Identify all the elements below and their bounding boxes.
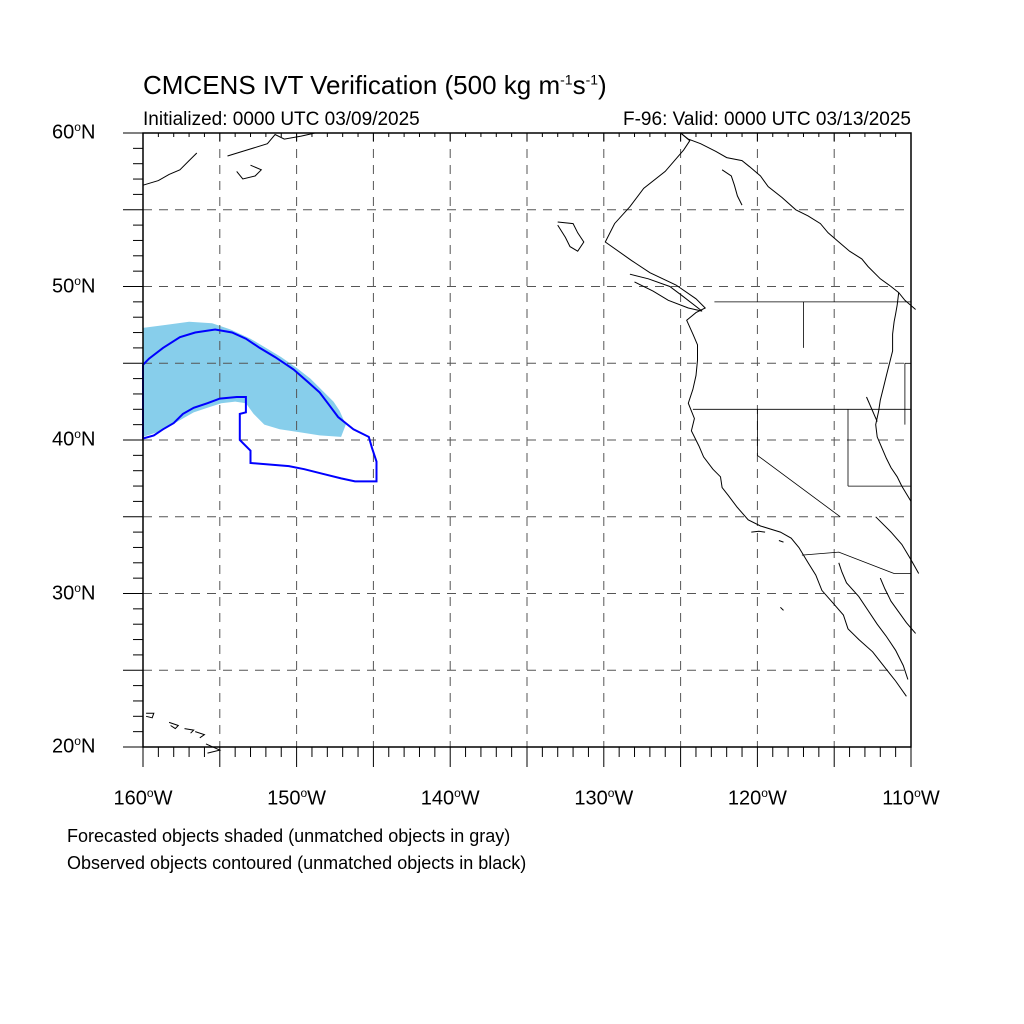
political-borders	[692, 301, 911, 574]
title-sup2: -1	[585, 71, 599, 88]
title-mid: s	[572, 70, 586, 100]
island-outline	[145, 712, 155, 719]
lat-label: 30oN	[52, 580, 96, 605]
island-outline	[751, 530, 766, 533]
observed-objects	[142, 328, 378, 483]
coastline-segment	[680, 132, 916, 310]
island-outline	[205, 743, 222, 754]
lat-label: 50oN	[52, 273, 96, 298]
lon-label: 130oW	[574, 786, 634, 810]
lon-label: 120oW	[727, 786, 787, 810]
title-end: )	[598, 70, 607, 100]
island-outline	[195, 731, 206, 739]
island-outline	[780, 606, 784, 611]
island-outline	[168, 721, 180, 730]
lon-label: 110oW	[882, 786, 940, 810]
title-sup1: -1	[560, 71, 573, 88]
west-coastline	[604, 132, 907, 697]
coastline-segment	[879, 577, 916, 634]
coastlines	[142, 132, 920, 754]
initialized-label: Initialized: 0000 UTC 03/09/2025	[143, 109, 420, 130]
lon-label: 140oW	[420, 786, 480, 810]
coastline-segment	[875, 292, 912, 502]
island-outline	[142, 152, 198, 186]
coastline-segment	[875, 516, 920, 574]
map-gridlines	[143, 133, 911, 747]
chart-title: CMCENS IVT Verification (500 kg m-1s-1)	[143, 70, 607, 101]
border-line	[801, 551, 911, 574]
island-outline	[778, 540, 784, 543]
island-outline	[557, 221, 585, 252]
lat-label: 60oN	[52, 120, 96, 144]
title-main: CMCENS IVT Verification (500 kg m	[143, 70, 561, 100]
island-outline	[227, 132, 316, 157]
lat-label: 20oN	[52, 734, 96, 758]
legend-forecast: Forecasted objects shaded (unmatched obj…	[67, 826, 511, 846]
border-line	[757, 409, 841, 518]
island-outline	[184, 728, 195, 734]
legend-observed: Observed objects contoured (unmatched ob…	[67, 853, 527, 873]
valid-label: F-96: Valid: 0000 UTC 03/13/2025	[623, 109, 911, 130]
island-outline	[236, 164, 263, 180]
observed-object-contour	[142, 328, 378, 483]
lon-label: 150oW	[267, 786, 327, 810]
lat-label: 40oN	[52, 427, 96, 451]
coastline-segment	[721, 169, 743, 206]
map-frame	[142, 132, 912, 748]
gulf-of-california-coast	[838, 562, 909, 680]
island-outline	[629, 273, 703, 312]
lon-label: 160oW	[113, 786, 173, 810]
axis-ticks	[123, 132, 912, 767]
